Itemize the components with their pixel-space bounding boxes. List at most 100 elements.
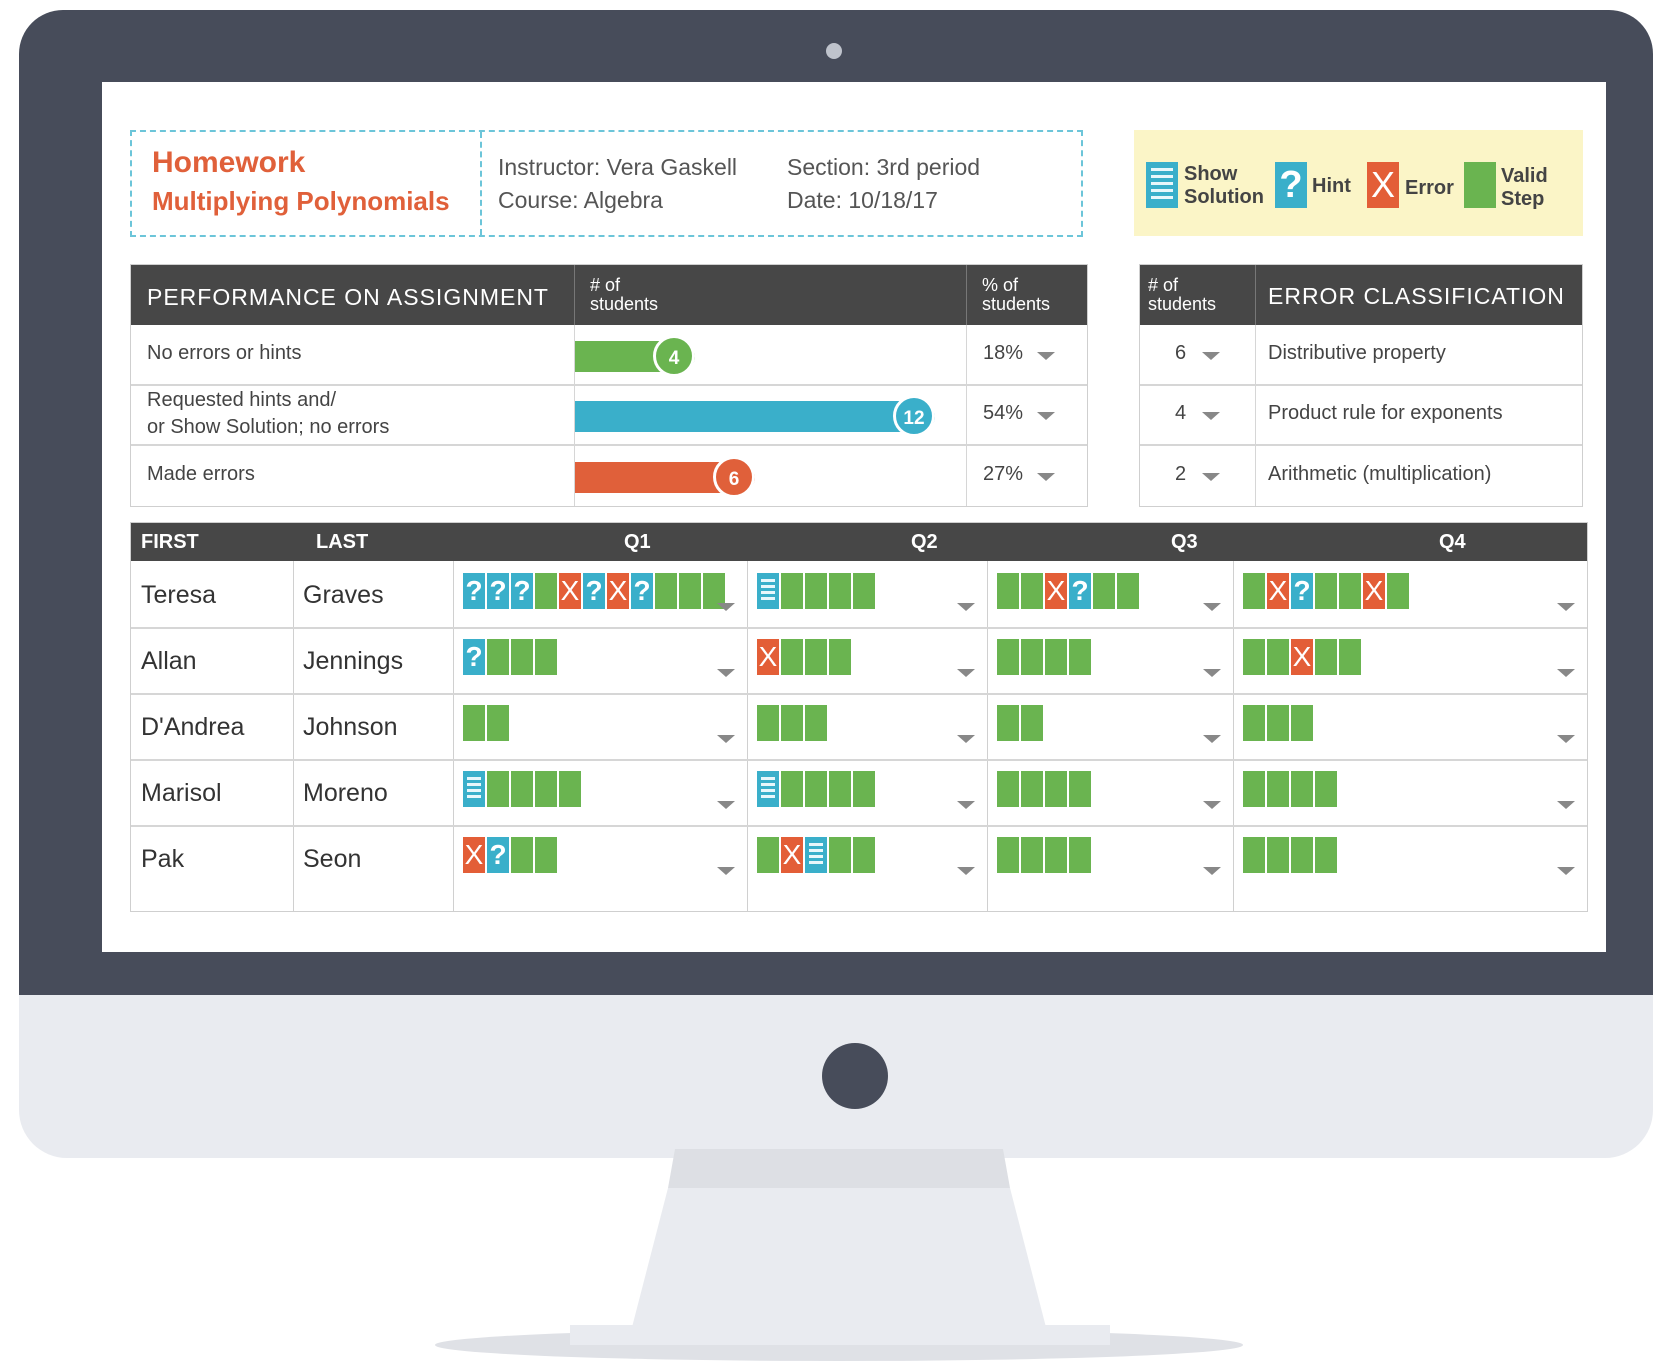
perf-row-label: No errors or hints — [147, 342, 302, 364]
student-grid: FIRST LAST Q1 Q2 Q3 Q4 Teresa Graves??? X?… — [130, 522, 1588, 912]
col-q3: Q3 — [1171, 531, 1198, 553]
student-last-name: Jennings — [303, 647, 404, 675]
valid-step-icon — [853, 573, 875, 609]
question-dropdown-icon[interactable] — [957, 867, 975, 875]
valid-step-icon — [1243, 705, 1265, 741]
error-icon: X — [1291, 639, 1313, 675]
valid-step-icon — [1243, 771, 1265, 807]
valid-step-icon — [829, 573, 851, 609]
question-steps[interactable] — [997, 705, 1045, 741]
valid-step-icon — [511, 639, 533, 675]
question-steps[interactable] — [463, 705, 511, 741]
section-label: Section: 3rd period — [787, 154, 981, 180]
valid-step-icon — [1339, 573, 1361, 609]
valid-step-icon — [781, 639, 803, 675]
student-first-name: D'Andrea — [141, 713, 245, 741]
error-header: # of students ERROR CLASSIFICATION — [1140, 265, 1582, 325]
question-steps[interactable]: ? — [463, 639, 559, 675]
valid-step-icon — [703, 573, 725, 609]
err-count-header: # of students — [1148, 275, 1217, 314]
valid-step-icon — [757, 705, 779, 741]
question-steps[interactable]: X — [757, 837, 877, 873]
show-solution-icon — [463, 771, 485, 807]
question-dropdown-icon[interactable] — [957, 669, 975, 677]
question-steps[interactable] — [997, 837, 1093, 873]
question-dropdown-icon[interactable] — [717, 603, 735, 611]
perf-dropdown-icon[interactable] — [1037, 412, 1055, 420]
grid-header: FIRST LAST Q1 Q2 Q3 Q4 — [131, 523, 1587, 561]
question-steps[interactable] — [757, 771, 877, 807]
question-steps[interactable] — [757, 573, 877, 609]
valid-step-icon — [997, 639, 1019, 675]
valid-step-icon — [487, 639, 509, 675]
err-dropdown-icon[interactable] — [1202, 352, 1220, 360]
question-dropdown-icon[interactable] — [957, 801, 975, 809]
valid-step-icon — [805, 771, 827, 807]
student-first-name: Teresa — [141, 581, 217, 609]
student-last-name: Moreno — [303, 779, 388, 807]
question-dropdown-icon[interactable] — [1203, 801, 1221, 809]
question-steps[interactable]: X? — [997, 573, 1141, 609]
error-icon: X — [1267, 573, 1289, 609]
question-dropdown-icon[interactable] — [1203, 603, 1221, 611]
col-q2: Q2 — [911, 531, 938, 553]
student-first-name: Marisol — [141, 779, 222, 807]
question-steps[interactable] — [463, 771, 583, 807]
question-steps[interactable]: X? X — [1243, 573, 1411, 609]
show-solution-icon — [805, 837, 827, 873]
question-steps[interactable] — [757, 705, 829, 741]
question-steps[interactable] — [1243, 771, 1339, 807]
question-steps[interactable] — [997, 771, 1093, 807]
valid-step-icon — [1045, 771, 1067, 807]
question-steps[interactable] — [1243, 705, 1315, 741]
question-dropdown-icon[interactable] — [1557, 603, 1575, 611]
valid-step-icon — [1021, 771, 1043, 807]
assignment-title: Homework — [152, 146, 306, 179]
err-dropdown-icon[interactable] — [1202, 473, 1220, 481]
perf-pct: 27% — [983, 463, 1024, 485]
valid-step-icon — [1021, 705, 1043, 741]
valid-step-icon — [1387, 573, 1409, 609]
question-dropdown-icon[interactable] — [717, 801, 735, 809]
perf-dropdown-icon[interactable] — [1037, 352, 1055, 360]
question-dropdown-icon[interactable] — [717, 669, 735, 677]
question-steps[interactable]: X — [1243, 639, 1363, 675]
question-dropdown-icon[interactable] — [957, 735, 975, 743]
question-dropdown-icon[interactable] — [957, 603, 975, 611]
question-dropdown-icon[interactable] — [717, 735, 735, 743]
valid-step-icon — [829, 771, 851, 807]
valid-step-icon — [829, 639, 851, 675]
student-first-name: Pak — [141, 845, 185, 873]
col-first: FIRST — [141, 531, 199, 553]
camera-dot — [826, 43, 842, 59]
valid-step-icon — [511, 771, 533, 807]
valid-step-icon — [1315, 837, 1337, 873]
question-dropdown-icon[interactable] — [1203, 669, 1221, 677]
question-dropdown-icon[interactable] — [1203, 867, 1221, 875]
err-count: 2 — [1175, 463, 1187, 485]
question-steps[interactable]: X — [757, 639, 853, 675]
question-steps[interactable]: X? — [463, 837, 559, 873]
valid-step-icon — [1315, 639, 1337, 675]
question-dropdown-icon[interactable] — [1557, 669, 1575, 677]
err-dropdown-icon[interactable] — [1202, 412, 1220, 420]
valid-step-icon — [781, 771, 803, 807]
question-steps[interactable]: ??? X? X? — [463, 573, 727, 609]
valid-step-icon — [1267, 639, 1289, 675]
col-last: LAST — [316, 531, 369, 553]
legend-show-solution: Show Solution — [1184, 163, 1264, 208]
question-dropdown-icon[interactable] — [1203, 735, 1221, 743]
question-steps[interactable] — [997, 639, 1093, 675]
question-steps[interactable] — [1243, 837, 1339, 873]
valid-step-icon — [535, 771, 557, 807]
question-dropdown-icon[interactable] — [1557, 801, 1575, 809]
perf-dropdown-icon[interactable] — [1037, 473, 1055, 481]
valid-step-icon — [487, 705, 509, 741]
performance-table: PERFORMANCE ON ASSIGNMENT # of students %… — [130, 264, 1088, 507]
question-dropdown-icon[interactable] — [1557, 867, 1575, 875]
legend: Show Solution ? Hint X Error Valid Step — [1134, 130, 1583, 236]
question-dropdown-icon[interactable] — [717, 867, 735, 875]
hint-icon: ? — [583, 573, 605, 609]
question-dropdown-icon[interactable] — [1557, 735, 1575, 743]
err-count: 6 — [1175, 342, 1187, 364]
